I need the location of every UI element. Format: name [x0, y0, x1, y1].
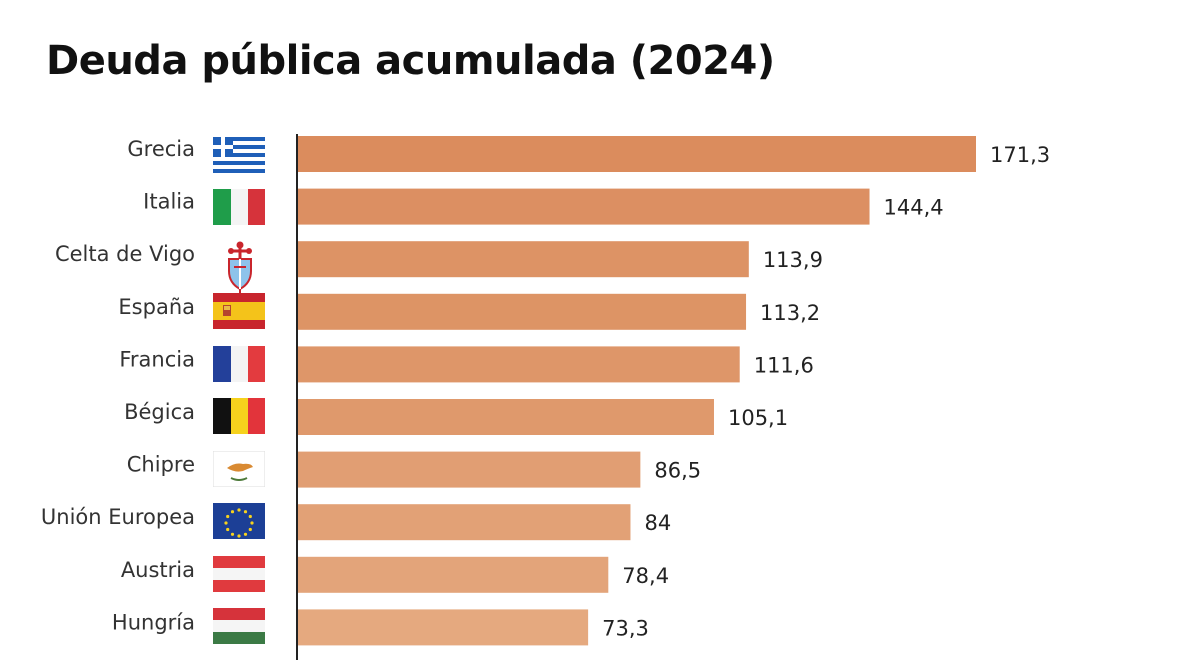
category-label-3: España: [118, 295, 195, 319]
category-label-5: Bégica: [124, 400, 195, 424]
france-flag-icon: [213, 346, 265, 382]
bar-4: [298, 346, 740, 383]
value-label-0: 171,3: [990, 143, 1050, 167]
category-label-2: Celta de Vigo: [55, 242, 195, 266]
category-label-1: Italia: [143, 190, 195, 214]
bar-7: [298, 504, 631, 541]
bar-8: [298, 556, 609, 593]
value-label-7: 84: [644, 511, 671, 535]
belgium-flag-icon: [213, 398, 265, 434]
value-label-8: 78,4: [622, 564, 669, 588]
value-label-6: 86,5: [654, 459, 701, 483]
bar-3: [298, 293, 747, 330]
category-label-9: Hungría: [112, 610, 195, 634]
value-label-9: 73,3: [602, 616, 649, 640]
greece-flag-icon: [213, 137, 265, 173]
italy-flag-icon: [213, 189, 265, 225]
category-label-7: Unión Europea: [41, 505, 195, 529]
bar-5: [298, 399, 714, 435]
value-label-4: 111,6: [754, 353, 814, 377]
value-label-1: 144,4: [884, 196, 944, 220]
cyprus-flag-icon: [213, 451, 265, 487]
value-label-5: 105,1: [728, 406, 788, 430]
bar-2: [298, 241, 749, 278]
bar-0: [298, 136, 976, 172]
category-label-4: Francia: [119, 347, 195, 371]
chart-title: Deuda pública acumulada (2024): [46, 38, 775, 84]
category-label-0: Grecia: [127, 137, 195, 161]
eu-flag-icon: [213, 503, 265, 539]
category-label-6: Chipre: [127, 453, 195, 477]
spain-flag-icon: [213, 293, 265, 329]
bar-9: [298, 609, 589, 646]
category-label-8: Austria: [121, 558, 195, 582]
celta-crest-icon: [228, 241, 252, 295]
value-label-2: 113,9: [763, 248, 823, 272]
bar-6: [298, 451, 641, 488]
austria-flag-icon: [213, 556, 265, 592]
bar-1: [298, 188, 870, 225]
value-label-3: 113,2: [760, 301, 820, 325]
hungary-flag-icon: [213, 608, 265, 644]
